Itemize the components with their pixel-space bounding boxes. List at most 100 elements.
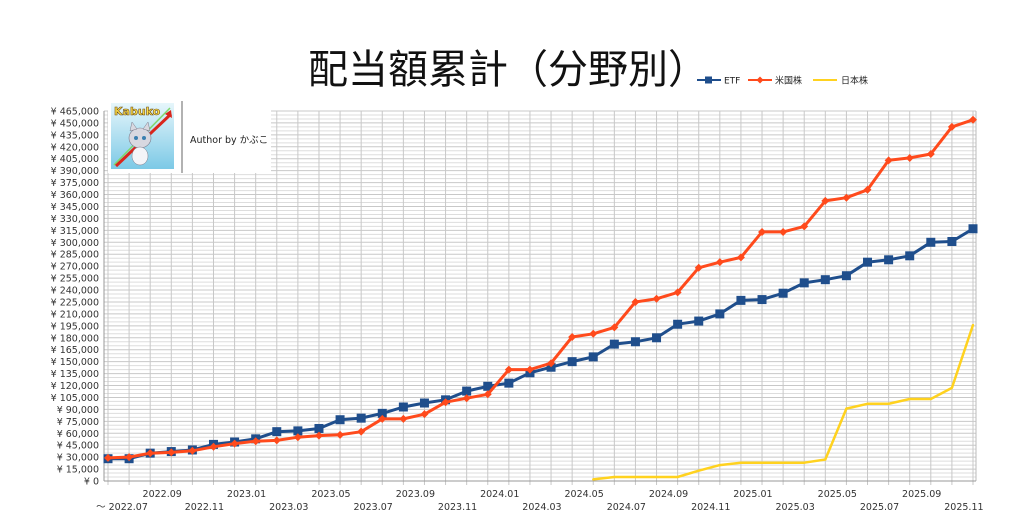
data-point — [631, 297, 640, 306]
data-point — [462, 394, 471, 403]
data-point — [377, 408, 387, 418]
x-tick-label: 2023.11 — [438, 502, 477, 513]
x-tick-label: 2024.09 — [649, 489, 688, 500]
data-point — [293, 433, 302, 442]
series-jp-stock — [592, 323, 975, 481]
x-tick-label: 2024.01 — [480, 489, 519, 500]
cat-head-icon — [128, 127, 152, 149]
data-point — [568, 332, 577, 341]
data-point — [926, 149, 935, 158]
data-point — [736, 295, 746, 305]
y-tick-label: ¥ 420,000 — [51, 142, 99, 153]
data-point — [841, 271, 851, 281]
x-tick-label: 2023.01 — [227, 489, 266, 500]
data-point — [950, 386, 954, 390]
data-point — [613, 475, 616, 479]
y-tick-label: ¥ 270,000 — [51, 262, 99, 273]
y-tick-label: ¥ 435,000 — [51, 130, 99, 141]
data-point — [336, 430, 345, 439]
legend-label-us-stock: 米国株 — [775, 75, 802, 87]
data-point — [567, 357, 577, 367]
cat-ears-icon — [129, 121, 151, 132]
data-point — [104, 453, 112, 462]
data-point — [778, 288, 788, 298]
y-tick-label: ¥ 210,000 — [51, 309, 99, 320]
x-tick-label: 2025.09 — [902, 489, 941, 500]
data-point — [547, 359, 556, 368]
data-point — [589, 329, 598, 338]
data-point — [251, 437, 260, 446]
data-point — [398, 402, 408, 412]
y-tick-label: ¥ 330,000 — [51, 214, 99, 225]
x-tick-label: 2025.03 — [775, 502, 814, 513]
data-point — [715, 258, 724, 267]
data-point — [356, 413, 366, 423]
y-tick-label: ¥ 225,000 — [51, 297, 99, 308]
x-tick-label: 2025.01 — [733, 489, 772, 500]
data-point — [760, 461, 764, 464]
data-point — [779, 227, 788, 236]
x-tick-label: 2024.07 — [607, 502, 646, 513]
y-tick-label: ¥ 450,000 — [51, 118, 99, 129]
data-point — [821, 196, 830, 205]
x-tick-label: 2025.11 — [944, 502, 983, 513]
data-point — [863, 257, 873, 267]
kabuko-logo-image: Kabuko — [111, 103, 174, 169]
y-tick-label: ¥ 105,000 — [51, 393, 99, 404]
data-point — [676, 475, 679, 479]
data-point — [947, 122, 956, 131]
data-point — [866, 402, 869, 406]
y-tick-label: ¥ 360,000 — [51, 190, 99, 201]
x-tick-label: 2022.09 — [143, 489, 182, 500]
data-point — [799, 278, 809, 288]
data-point — [718, 463, 722, 467]
data-point — [947, 236, 957, 246]
data-point — [887, 402, 890, 406]
x-tick-label: 2023.09 — [396, 489, 435, 500]
data-point — [419, 398, 429, 408]
y-tick-label: ¥ 135,000 — [51, 369, 99, 380]
x-tick-label: 2023.05 — [311, 489, 350, 500]
data-point — [908, 397, 911, 401]
data-point — [781, 461, 785, 464]
data-point — [655, 475, 658, 479]
y-tick-label: ¥ 0 — [84, 477, 99, 488]
data-point — [739, 461, 743, 464]
legend-label-etf: ETF — [724, 77, 740, 87]
y-tick-label: ¥ 165,000 — [51, 345, 99, 356]
y-tick-label: ¥ 15,000 — [57, 465, 99, 476]
data-point — [971, 323, 975, 327]
y-tick-label: ¥ 45,000 — [57, 441, 99, 452]
data-point — [504, 365, 513, 374]
data-point — [125, 453, 134, 462]
data-point — [926, 237, 936, 247]
data-point — [845, 407, 848, 410]
y-tick-label: ¥ 60,000 — [57, 429, 99, 440]
horizontal-gridlines — [104, 110, 976, 482]
data-point — [758, 227, 767, 236]
x-tick-label: 2024.05 — [564, 489, 603, 500]
data-point — [610, 323, 619, 332]
data-point — [209, 442, 218, 451]
data-point — [272, 427, 282, 437]
data-point — [803, 461, 806, 464]
data-point — [884, 255, 894, 265]
x-tick-label: 2024.03 — [522, 502, 561, 513]
legend-marker-us-stock — [756, 76, 764, 84]
data-point — [652, 294, 661, 303]
x-tick-label: ～ 2022.07 — [96, 502, 148, 513]
y-tick-label: ¥ 240,000 — [51, 286, 99, 297]
author-box — [183, 101, 271, 173]
y-tick-label: ¥ 120,000 — [51, 381, 99, 392]
data-point — [441, 398, 450, 407]
data-point — [609, 339, 619, 349]
data-point — [673, 288, 682, 297]
author-label: Author by かぶこ — [190, 135, 268, 146]
data-point — [800, 222, 809, 231]
data-point — [335, 415, 345, 425]
data-point — [420, 410, 429, 419]
logo-brand-text: Kabuko — [114, 105, 161, 118]
y-axis-ticks: ¥ 0¥ 15,000¥ 30,000¥ 45,000¥ 60,000¥ 75,… — [51, 107, 99, 488]
data-point — [525, 365, 534, 374]
